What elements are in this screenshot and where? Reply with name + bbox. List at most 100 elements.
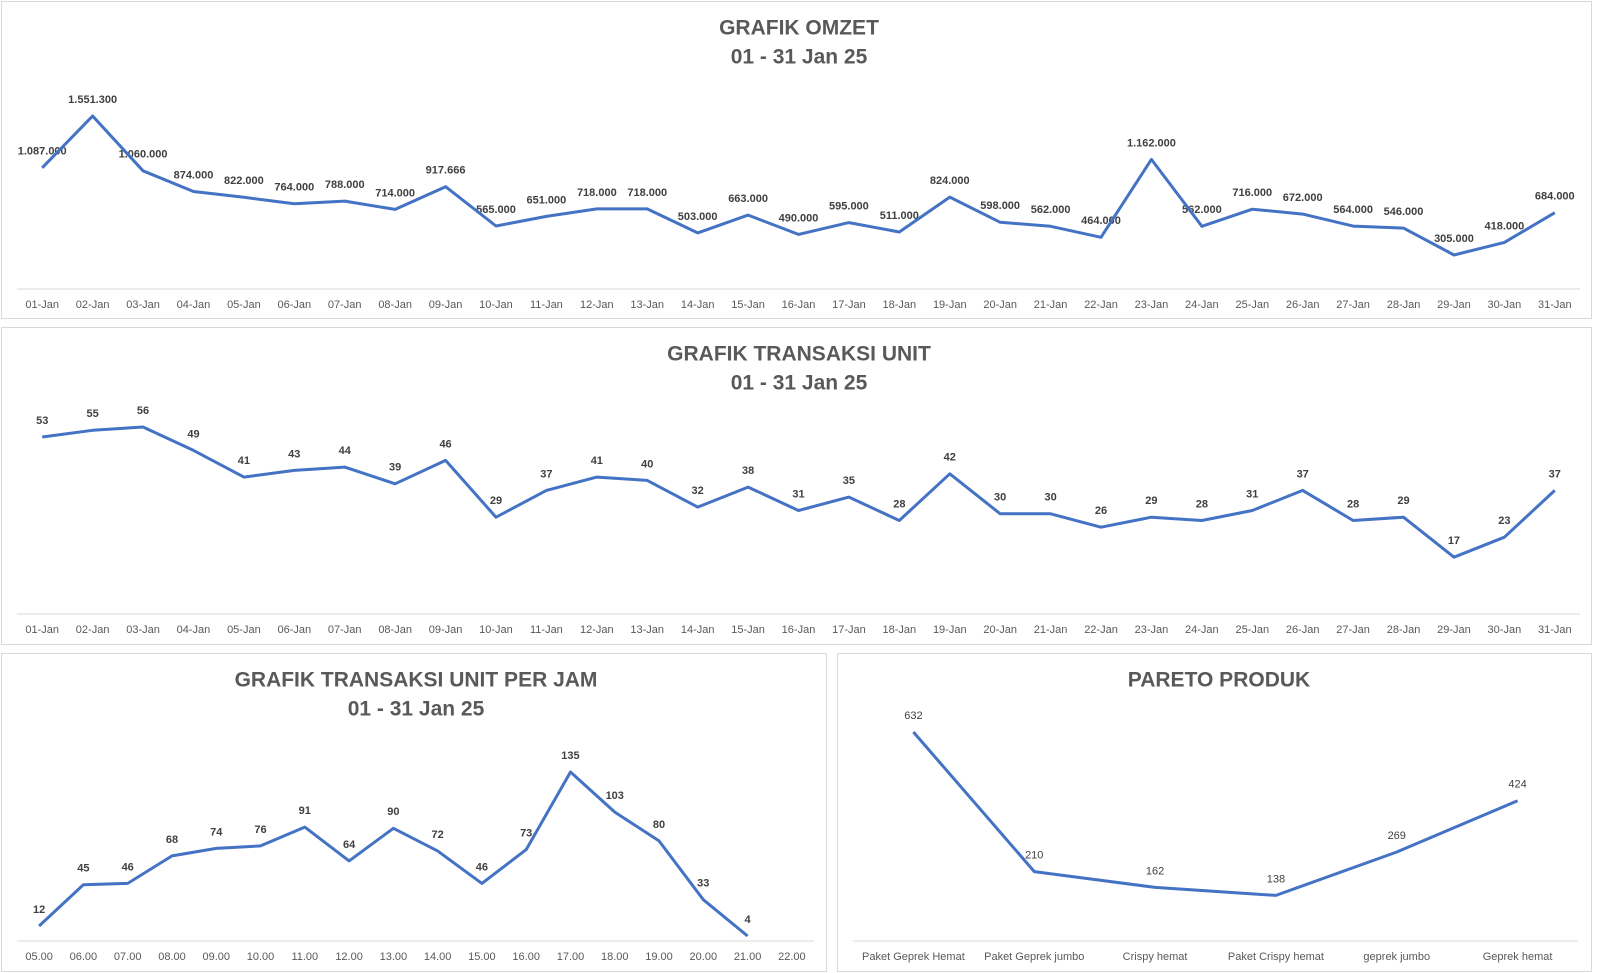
data-label: 29 <box>1145 495 1157 507</box>
x-tick-label: 08-Jan <box>378 299 412 311</box>
data-label: 26 <box>1095 505 1107 517</box>
x-tick-label: 03-Jan <box>126 624 160 636</box>
x-tick-label: 20-Jan <box>983 299 1017 311</box>
data-label: 91 <box>299 805 311 817</box>
x-tick-label: 11-Jan <box>530 624 563 636</box>
data-label: 43 <box>288 448 300 460</box>
data-label: 68 <box>166 834 178 846</box>
x-tick-label: 30-Jan <box>1488 299 1522 311</box>
data-label: 135 <box>561 750 579 762</box>
x-tick-label: 01-Jan <box>25 299 59 311</box>
x-tick-label: 25-Jan <box>1235 299 1269 311</box>
x-tick-label: Paket Geprek jumbo <box>984 951 1084 963</box>
data-label: 35 <box>843 475 855 487</box>
x-tick-label: 08.00 <box>158 951 186 963</box>
x-tick-label: 01-Jan <box>25 624 59 636</box>
data-label: 29 <box>1397 495 1409 507</box>
x-tick-label: 20-Jan <box>983 624 1017 636</box>
x-tick-label: 12-Jan <box>580 624 614 636</box>
unit-panel: GRAFIK TRANSAKSI UNIT 01 - 31 Jan 25 01-… <box>1 327 1592 645</box>
x-tick-label: 23-Jan <box>1135 299 1169 311</box>
data-label: 684.000 <box>1535 191 1575 203</box>
x-tick-label: 18-Jan <box>883 624 917 636</box>
x-tick-label: 24-Jan <box>1185 624 1219 636</box>
data-label: 55 <box>87 408 99 420</box>
x-tick-label: 10-Jan <box>479 299 513 311</box>
data-label: 503.000 <box>678 211 718 223</box>
chart-subtitle: 01 - 31 Jan 25 <box>348 698 485 721</box>
x-tick-label: 11.00 <box>291 951 318 963</box>
data-label: 28 <box>1347 498 1359 510</box>
data-label: 714.000 <box>375 187 415 199</box>
chart-subtitle: 01 - 31 Jan 25 <box>731 372 868 395</box>
data-label: 663.000 <box>728 193 768 205</box>
data-label: 80 <box>653 819 665 831</box>
line <box>42 425 1556 559</box>
x-tick-label: 24-Jan <box>1185 299 1219 311</box>
data-label: 1.162.000 <box>1127 137 1176 149</box>
data-label: 162 <box>1146 865 1164 877</box>
data-label: 28 <box>1196 498 1208 510</box>
data-label: 32 <box>692 485 704 497</box>
x-tick-label: 07-Jan <box>328 299 362 311</box>
x-tick-label: 17-Jan <box>832 624 866 636</box>
data-label: 37 <box>1297 468 1309 480</box>
x-tick-label: 13-Jan <box>630 299 664 311</box>
x-tick-label: 22-Jan <box>1084 624 1118 636</box>
x-tick-label: 19.00 <box>645 951 673 963</box>
x-tick-label: 09-Jan <box>429 299 463 311</box>
data-label: 46 <box>476 861 488 873</box>
x-tick-label: 04-Jan <box>177 624 211 636</box>
x-tick-label: 09-Jan <box>429 624 463 636</box>
data-label: 210 <box>1025 849 1043 861</box>
data-label: 565.000 <box>476 204 516 216</box>
data-label: 90 <box>387 806 399 818</box>
x-tick-label: 14-Jan <box>681 624 715 636</box>
data-label: 424 <box>1508 779 1526 791</box>
data-label: 44 <box>339 445 352 457</box>
hourly-panel: GRAFIK TRANSAKSI UNIT PER JAM 01 - 31 Ja… <box>1 653 827 972</box>
data-label: 672.000 <box>1283 192 1323 204</box>
x-tick-label: 10-Jan <box>479 624 513 636</box>
data-label: 37 <box>540 468 552 480</box>
x-tick-label: 15-Jan <box>731 624 765 636</box>
data-label: 103 <box>606 790 624 802</box>
x-tick-label: 28-Jan <box>1387 624 1421 636</box>
x-tick-label: Paket Geprek Hemat <box>862 951 965 963</box>
x-tick-label: 15-Jan <box>731 299 765 311</box>
data-label: 72 <box>432 829 444 841</box>
x-tick-label: 26-Jan <box>1286 624 1320 636</box>
x-tick-label: 12-Jan <box>580 299 614 311</box>
x-tick-label: 16-Jan <box>782 299 816 311</box>
x-tick-label: 13.00 <box>380 951 408 963</box>
omzet-panel: GRAFIK OMZET 01 - 31 Jan 25 01-Jan 1.087.… <box>1 1 1592 319</box>
x-tick-label: 05-Jan <box>227 624 261 636</box>
x-tick-label: 23-Jan <box>1135 624 1169 636</box>
chart: GRAFIK TRANSAKSI UNIT PER JAM 01 - 31 Ja… <box>17 669 814 963</box>
data-label: 562.000 <box>1031 204 1071 216</box>
data-label: 564.000 <box>1333 204 1373 216</box>
data-label: 305.000 <box>1434 233 1474 245</box>
data-label: 40 <box>641 458 653 470</box>
data-label: 53 <box>36 415 48 427</box>
chart-title: GRAFIK OMZET <box>719 17 879 40</box>
x-tick-label: 17.00 <box>557 951 585 963</box>
x-tick-label: 21-Jan <box>1034 299 1068 311</box>
x-tick-label: 06-Jan <box>277 299 311 311</box>
x-tick-label: 06-Jan <box>277 624 311 636</box>
data-label: 76 <box>254 824 266 836</box>
x-tick-label: 16.00 <box>512 951 540 963</box>
x-tick-label: 04-Jan <box>177 299 211 311</box>
data-label: 30 <box>994 492 1006 504</box>
x-tick-label: 31-Jan <box>1538 299 1572 311</box>
x-tick-label: 15.00 <box>468 951 496 963</box>
data-label: 269 <box>1388 830 1406 842</box>
data-label: 511.000 <box>880 210 919 222</box>
chart: GRAFIK TRANSAKSI UNIT 01 - 31 Jan 25 01-… <box>17 343 1580 636</box>
x-tick-label: 18.00 <box>601 951 629 963</box>
data-label: 651.000 <box>527 194 567 206</box>
data-label: 49 <box>187 428 199 440</box>
data-label: 74 <box>210 826 223 838</box>
x-tick-label: 22.00 <box>778 951 806 963</box>
x-tick-label: 07.00 <box>114 951 142 963</box>
